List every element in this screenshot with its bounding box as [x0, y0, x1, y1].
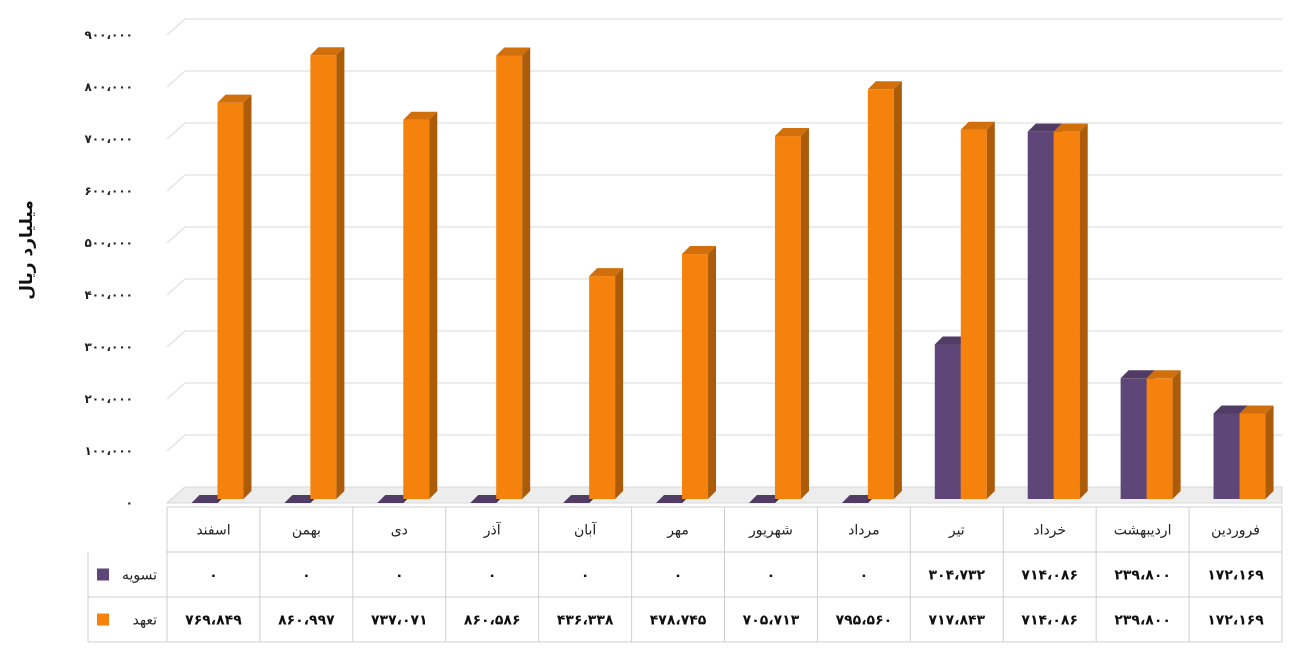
data-label: ۷۱۷،۸۴۳	[928, 613, 985, 629]
x-tick-label: دی	[391, 523, 408, 539]
x-tick-label: مرداد	[848, 523, 880, 539]
data-label: ۷۹۵،۵۶۰	[836, 613, 893, 629]
bar-commitment	[310, 47, 345, 500]
data-label: ۱۷۲،۱۶۹	[1207, 568, 1264, 584]
data-label: ۴۷۸،۷۴۵	[650, 613, 707, 629]
data-label: ۲۳۹،۸۰۰	[1114, 613, 1171, 629]
gridline-side	[166, 174, 186, 192]
data-label: ۷۰۵،۷۱۳	[743, 613, 800, 629]
x-tick-label: آذر	[483, 522, 502, 539]
bar-commitment	[589, 268, 624, 499]
y-tick-label: ۴۰۰،۰۰۰	[84, 288, 133, 302]
data-label: ۷۱۴،۰۸۶	[1021, 568, 1078, 584]
y-tick-label: ۸۰۰،۰۰۰	[84, 80, 133, 94]
chart-floor	[165, 486, 1283, 504]
y-tick-label: ۳۰۰،۰۰۰	[84, 340, 133, 354]
gridline-side	[166, 122, 186, 140]
bar-commitment	[774, 128, 809, 499]
data-label: ۷۱۴،۰۸۶	[1021, 613, 1078, 629]
y-tick-label: ۹۰۰،۰۰۰	[84, 28, 133, 42]
bar-commitment	[217, 94, 252, 499]
bar-commitment	[1053, 123, 1088, 499]
data-label: ۱۷۲،۱۶۹	[1207, 613, 1264, 629]
bar-commitment	[867, 81, 902, 499]
data-label: ۳۰۴،۷۳۲	[928, 568, 985, 584]
data-label: ۷۳۷،۰۷۱	[371, 613, 428, 629]
data-label: ۰	[302, 568, 311, 584]
x-tick-label: اردیبهشت	[1114, 523, 1172, 539]
legend-entry: تسویه	[122, 568, 157, 584]
gridline-side	[166, 70, 186, 88]
bar-commitment	[1239, 405, 1274, 499]
x-tick-label: بهمن	[292, 523, 321, 539]
x-tick-label: مهر	[666, 523, 689, 539]
data-label: ۷۶۹،۸۴۹	[185, 613, 242, 629]
data-label: ۰	[581, 568, 590, 584]
x-tick-label: آبان	[574, 522, 597, 539]
y-tick-label: ۰	[126, 496, 133, 510]
y-axis-ticks: ۰ ۱۰۰،۰۰۰ ۲۰۰،۰۰۰ ۳۰۰،۰۰۰ ۴۰۰،۰۰۰ ۵۰۰،۰۰۰ ۶۰۰،…	[84, 28, 133, 510]
data-label: ۰	[209, 568, 218, 584]
data-label: ۰	[767, 568, 776, 584]
gridline-side	[166, 226, 186, 244]
gridline-side	[166, 434, 186, 452]
legend-swatch	[97, 613, 109, 626]
y-tick-label: ۱۰۰،۰۰۰	[84, 444, 133, 458]
data-label: ۸۶۰،۵۸۶	[464, 613, 521, 629]
bar-commitment	[1146, 370, 1181, 499]
gridline-side	[166, 278, 186, 296]
bar-commitment	[496, 47, 531, 500]
bars	[191, 47, 1274, 503]
data-table: فروردین اردیبهشت خرداد تیر مرداد شهریور مهر آبا…	[87, 506, 1283, 643]
legend-swatch	[97, 568, 109, 581]
gridlines	[165, 18, 1283, 504]
y-tick-label: ۵۰۰،۰۰۰	[84, 236, 133, 250]
gridline-side	[166, 18, 186, 36]
bar-commitment	[960, 121, 995, 500]
data-label: ۰	[488, 568, 497, 584]
x-tick-label: شهریور	[748, 523, 793, 539]
data-label: ۰	[395, 568, 404, 584]
gridline-side	[166, 330, 186, 348]
x-tick-label: خرداد	[1033, 523, 1066, 539]
data-label: ۰	[860, 568, 869, 584]
data-label: ۰	[674, 568, 683, 584]
y-tick-label: ۷۰۰،۰۰۰	[84, 132, 133, 146]
data-label: ۲۳۹،۸۰۰	[1114, 568, 1171, 584]
x-tick-label: تیر	[948, 523, 965, 539]
y-axis-label: میلیارد ریال	[17, 200, 37, 299]
y-tick-label: ۲۰۰،۰۰۰	[84, 392, 133, 406]
legend-entry: تعهد	[133, 613, 158, 629]
data-label: ۴۳۶،۳۳۸	[557, 613, 614, 629]
x-tick-label: اسفند	[196, 523, 230, 539]
bar-commitment	[403, 111, 438, 499]
data-label: ۸۶۰،۹۹۷	[278, 613, 335, 629]
gridline-side	[166, 382, 186, 400]
x-tick-label: فروردین	[1211, 523, 1260, 539]
y-tick-label: ۶۰۰،۰۰۰	[84, 184, 133, 198]
bar-commitment	[682, 246, 717, 499]
